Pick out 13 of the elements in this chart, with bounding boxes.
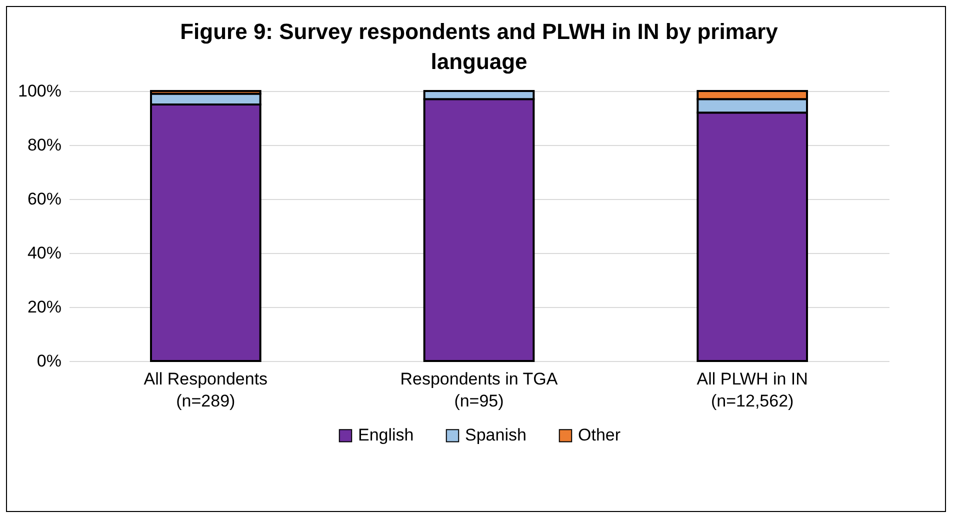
- x-tick-label: All PLWH in IN (n=12,562): [696, 370, 808, 410]
- y-tick-label: 60%: [27, 190, 62, 208]
- y-tick-label: 20%: [27, 298, 62, 316]
- y-tick-label: 0%: [36, 352, 62, 370]
- legend-label: Other: [578, 426, 621, 445]
- chart-title: Figure 9: Survey respondents and PLWH in IN by primary language: [180, 19, 779, 74]
- y-tick-label: 80%: [27, 136, 62, 154]
- legend-label: English: [358, 426, 414, 445]
- x-tick-label: All Respondents (n=289): [144, 370, 268, 410]
- x-tick-label: Respondents in TGA (n=95): [400, 370, 558, 410]
- y-tick-label: 40%: [27, 244, 62, 262]
- legend-label: Spanish: [465, 426, 526, 445]
- y-tick-label: 100%: [18, 82, 62, 100]
